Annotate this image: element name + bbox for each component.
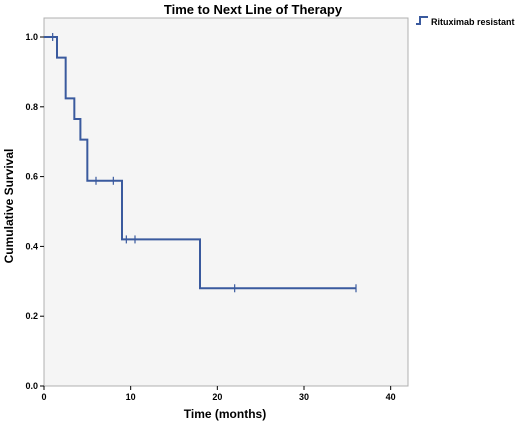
y-tick-label: 0.2 — [25, 311, 38, 321]
y-tick-label: 0.6 — [25, 172, 38, 182]
legend-swatch-icon — [416, 16, 428, 25]
legend: Rituximab resistant — [416, 16, 515, 27]
series-layer — [44, 33, 357, 293]
survival-step-line — [44, 36, 356, 290]
x-axis-ticks: 0 10 20 30 40 — [41, 386, 396, 402]
y-tick-label: 0.0 — [25, 381, 38, 391]
y-axis-ticks: 0.0 0.2 0.4 0.6 0.8 1.0 — [25, 32, 44, 391]
x-tick-label: 20 — [212, 392, 222, 402]
x-tick-label: 0 — [41, 392, 46, 402]
plot-area — [43, 17, 409, 387]
x-tick-label: 10 — [126, 392, 136, 402]
x-axis-title: Time (months) — [184, 407, 266, 421]
y-tick-label: 0.4 — [25, 241, 38, 251]
legend-label: Rituximab resistant — [431, 17, 515, 27]
y-axis-title: Cumulative Survival — [2, 149, 16, 264]
y-tick-label: 0.8 — [25, 102, 38, 112]
chart-title: Time to Next Line of Therapy — [164, 2, 343, 17]
y-tick-label: 1.0 — [25, 32, 38, 42]
x-tick-label: 40 — [386, 392, 396, 402]
x-tick-label: 30 — [299, 392, 309, 402]
